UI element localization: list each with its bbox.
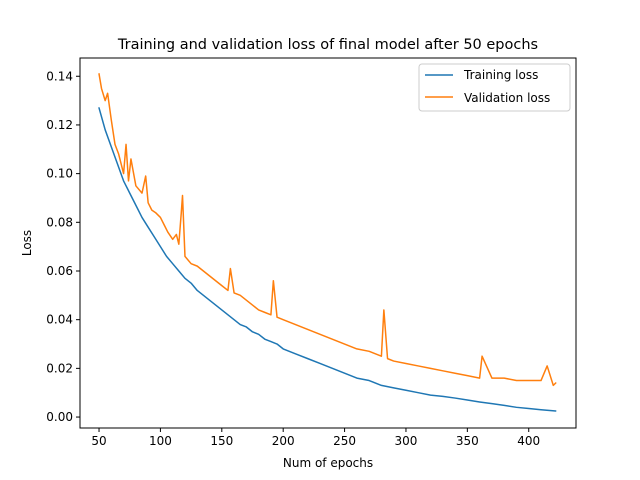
x-tick-label: 250 [333, 434, 356, 448]
x-tick-label: 50 [91, 434, 106, 448]
x-tick-label: 350 [456, 434, 479, 448]
series-line-training [98, 107, 557, 412]
plot-area [98, 73, 557, 412]
x-tick-label: 400 [517, 434, 540, 448]
y-tick-label: 0.08 [46, 215, 73, 229]
legend-label-validation: Validation loss [464, 91, 550, 105]
series-line-validation [98, 73, 557, 387]
x-tick-label: 200 [272, 434, 295, 448]
legend-box [418, 63, 571, 112]
y-tick-label: 0.14 [46, 69, 73, 83]
y-tick-label: 0.02 [46, 361, 73, 375]
y-axis-label: Loss [20, 230, 34, 256]
y-tick-label: 0.00 [46, 410, 73, 424]
y-tick-label: 0.04 [46, 313, 73, 327]
axes-frame [79, 57, 577, 429]
chart-title: Training and validation loss of final mo… [117, 37, 538, 53]
y-tick-label: 0.06 [46, 264, 73, 278]
y-tick-label: 0.10 [46, 167, 73, 181]
y-tick-label: 0.12 [46, 118, 73, 132]
legend: Training loss Validation loss [418, 63, 571, 112]
x-tick-label: 100 [149, 434, 172, 448]
x-tick-label: 150 [210, 434, 233, 448]
legend-label-training: Training loss [463, 68, 538, 82]
x-tick-label: 300 [395, 434, 418, 448]
x-axis-label: Num of epochs [283, 456, 373, 470]
